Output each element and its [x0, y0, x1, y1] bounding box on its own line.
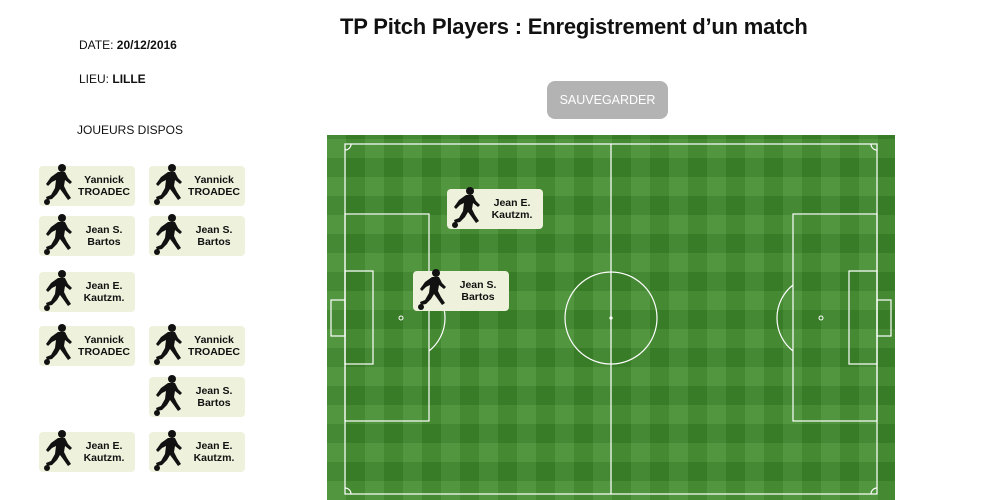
- date-label: DATE:: [79, 38, 114, 52]
- player-card[interactable]: Yannick TROADEC: [149, 164, 245, 206]
- football-pitch[interactable]: Jean E. Kautzm. Jean S. Bartos: [327, 135, 895, 500]
- match-date: DATE: 20/12/2016: [79, 38, 177, 52]
- player-name: Yannick TROADEC: [78, 174, 130, 198]
- player-card[interactable]: Yannick TROADEC: [39, 164, 135, 206]
- player-card[interactable]: Jean S. Bartos: [39, 214, 135, 256]
- lieu-value: LILLE: [112, 72, 146, 86]
- player-name: Jean S. Bartos: [459, 279, 497, 303]
- player-name: Yannick TROADEC: [188, 334, 240, 358]
- footballer-icon: [447, 187, 483, 229]
- player-card[interactable]: Jean E. Kautzm.: [39, 430, 135, 472]
- player-card[interactable]: Jean S. Bartos: [149, 214, 245, 256]
- match-location: LIEU: LILLE: [79, 72, 146, 86]
- player-name: Jean E. Kautzm.: [491, 197, 533, 221]
- save-button[interactable]: SAUVEGARDER: [547, 81, 668, 119]
- player-name: Jean E. Kautzm.: [193, 440, 235, 464]
- player-card[interactable]: Yannick TROADEC: [149, 324, 245, 366]
- footballer-icon: [39, 270, 75, 312]
- footballer-icon: [39, 214, 75, 256]
- player-name: Jean S. Bartos: [195, 224, 233, 248]
- player-card[interactable]: Jean E. Kautzm.: [149, 430, 245, 472]
- player-name: Jean S. Bartos: [195, 385, 233, 409]
- placed-player-card[interactable]: Jean E. Kautzm.: [447, 187, 543, 229]
- player-card[interactable]: Yannick TROADEC: [39, 324, 135, 366]
- footballer-icon: [39, 430, 75, 472]
- date-value: 20/12/2016: [116, 38, 177, 52]
- footballer-icon: [413, 269, 449, 311]
- footballer-icon: [39, 164, 75, 206]
- player-name: Jean S. Bartos: [85, 224, 123, 248]
- footballer-icon: [39, 324, 75, 366]
- footballer-icon: [149, 375, 185, 417]
- player-name: Yannick TROADEC: [78, 334, 130, 358]
- player-card[interactable]: Jean S. Bartos: [149, 375, 245, 417]
- lieu-label: LIEU:: [79, 72, 110, 86]
- player-name: Jean E. Kautzm.: [83, 280, 125, 304]
- player-name: Yannick TROADEC: [188, 174, 240, 198]
- footballer-icon: [149, 430, 185, 472]
- footballer-icon: [149, 164, 185, 206]
- player-card[interactable]: Jean E. Kautzm.: [39, 270, 135, 312]
- footballer-icon: [149, 324, 185, 366]
- pitch-markings: [330, 143, 892, 495]
- page-title: TP Pitch Players : Enregistrement d’un m…: [340, 14, 808, 39]
- player-name: Jean E. Kautzm.: [83, 440, 125, 464]
- available-players-heading: JOUEURS DISPOS: [77, 123, 184, 137]
- footballer-icon: [149, 214, 185, 256]
- placed-player-card[interactable]: Jean S. Bartos: [413, 269, 509, 311]
